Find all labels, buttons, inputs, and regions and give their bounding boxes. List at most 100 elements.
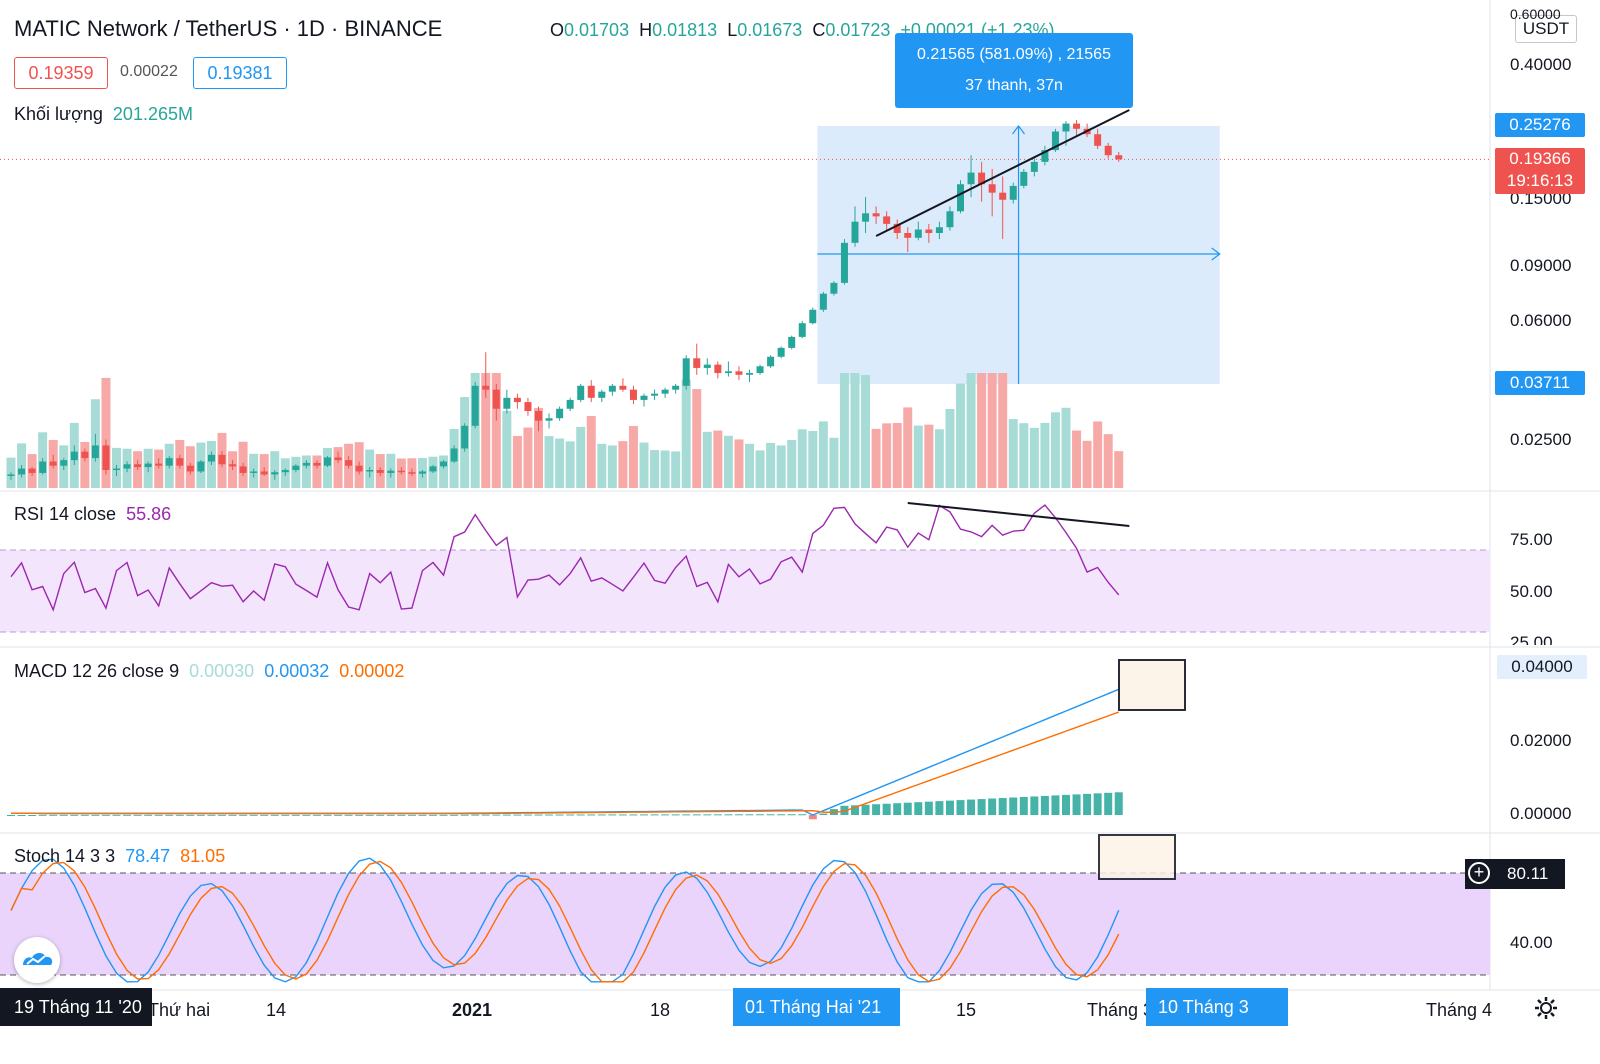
currency-unit-button[interactable]: USDT xyxy=(1515,15,1577,43)
candle-body xyxy=(18,468,26,475)
volume-bar xyxy=(966,373,976,488)
volume-bar xyxy=(80,441,90,488)
macd-histogram-bar xyxy=(988,798,997,815)
volume-bar xyxy=(576,426,586,488)
macd-histogram-bar xyxy=(302,814,311,816)
macd-histogram-bar xyxy=(513,814,522,816)
time-label-april: Tháng 4 xyxy=(1426,1000,1493,1020)
macd-histogram-bar xyxy=(17,815,26,816)
volume-bar xyxy=(987,373,997,488)
candle-body xyxy=(598,391,606,398)
macd-histogram-bar xyxy=(228,814,237,816)
candle-body xyxy=(1020,171,1028,186)
volume-bar xyxy=(861,375,871,488)
macd-histogram-bar xyxy=(576,814,585,816)
chart-canvas[interactable] xyxy=(0,0,1600,1036)
candle-body xyxy=(1062,123,1070,132)
buy-price-button[interactable]: 0.19381 xyxy=(193,57,287,89)
measure-line-1: 0.21565 (581.09%) , 21565 xyxy=(917,46,1111,63)
macd-histogram-bar xyxy=(692,814,701,816)
candle-body xyxy=(450,448,458,462)
volume-bar xyxy=(1082,440,1092,488)
price-axis-label-1: 0.40000 xyxy=(1510,55,1572,74)
macd-histogram-bar xyxy=(471,814,480,816)
macd-histogram-bar xyxy=(618,814,627,816)
candle-body xyxy=(440,461,448,467)
volume-bar xyxy=(692,389,702,488)
volume-bar xyxy=(565,441,575,488)
rsi-divergence-line xyxy=(907,502,1130,527)
measure-tooltip: 0.21565 (581.09%) , 21565 37 thanh, 37n xyxy=(895,33,1133,108)
candle-body xyxy=(60,460,68,466)
macd-signal-line xyxy=(11,711,1119,815)
macd-histogram-bar xyxy=(291,814,300,816)
rsi-axis-50: 50.00 xyxy=(1510,582,1553,601)
macd-histogram-bar xyxy=(323,814,332,816)
macd-histogram-bar xyxy=(798,814,807,816)
sell-price-button[interactable]: 0.19359 xyxy=(14,57,108,89)
macd-label: MACD 12 26 close 9 xyxy=(14,661,180,681)
macd-histogram-bar xyxy=(914,802,923,815)
volume-bar xyxy=(829,437,839,488)
macd-histogram-bar xyxy=(218,814,226,816)
macd-histogram-bar xyxy=(70,814,79,816)
candle-body xyxy=(840,242,848,283)
candle-body xyxy=(999,192,1007,200)
volume-bar xyxy=(681,379,691,488)
ohlc-open-label: O xyxy=(550,20,565,40)
macd-histogram-bar xyxy=(492,814,501,816)
macd-histogram-bar xyxy=(502,814,511,816)
macd-histogram-bar xyxy=(144,814,153,816)
macd-axis-top: 0.04000 xyxy=(1497,655,1587,679)
volume-legend[interactable]: Khối lượng 201.265M xyxy=(14,104,193,125)
macd-histogram-bar xyxy=(555,814,564,816)
macd-axis-mid: 0.02000 xyxy=(1510,731,1572,750)
macd-histogram-bar xyxy=(766,814,775,816)
candle-body xyxy=(566,399,574,409)
add-alert-plus-icon[interactable]: + xyxy=(1468,862,1490,884)
candle-body xyxy=(967,172,975,185)
candle-body xyxy=(1041,150,1049,162)
candle-body xyxy=(281,469,289,473)
macd-histogram-bar xyxy=(80,814,89,816)
candle-body xyxy=(1051,131,1059,151)
volume-bar xyxy=(544,436,554,488)
volume-bar xyxy=(502,410,512,488)
ohlc-close: 0.01723 xyxy=(825,20,891,40)
volume-bar xyxy=(270,451,280,488)
candle-body xyxy=(91,445,99,459)
macd-legend[interactable]: MACD 12 26 close 9 0.00030 0.00032 0.000… xyxy=(14,661,404,682)
volume-bar xyxy=(903,407,913,488)
macd-histogram-bar xyxy=(407,814,416,816)
stoch-highlight-box xyxy=(1098,834,1176,880)
candle-body xyxy=(798,323,806,337)
macd-histogram-bar xyxy=(629,814,638,816)
candle-body xyxy=(904,233,912,238)
rsi-legend[interactable]: RSI 14 close 55.86 xyxy=(14,504,171,525)
symbol-title[interactable]: MATIC Network / TetherUS · 1D · BINANCE xyxy=(14,16,443,41)
candle-body xyxy=(535,411,542,421)
volume-bar xyxy=(913,425,923,488)
price-axis-label-4: 0.06000 xyxy=(1510,311,1572,330)
candle-body xyxy=(302,462,310,466)
bar-countdown: 19:16:13 xyxy=(1506,171,1574,190)
candle-body xyxy=(756,366,764,374)
candle-body xyxy=(134,464,142,468)
macd-histogram-bar xyxy=(312,814,321,816)
volume-bar xyxy=(797,429,807,488)
volume-bar xyxy=(776,445,786,488)
tradingview-logo-icon[interactable] xyxy=(14,937,60,983)
settings-gear-icon[interactable] xyxy=(1533,995,1559,1021)
price-axis-label-5: 0.02500 xyxy=(1510,430,1572,449)
candle-body xyxy=(978,172,986,185)
macd-signal-value: 0.00002 xyxy=(339,661,405,681)
candle-body xyxy=(165,458,173,466)
macd-histogram-bar xyxy=(123,814,132,816)
stoch-legend[interactable]: Stoch 14 3 3 78.47 81.05 xyxy=(14,846,225,867)
volume-bar xyxy=(628,426,638,488)
macd-histogram-bar xyxy=(154,814,163,816)
candle-body xyxy=(1104,145,1112,156)
measure-arrowhead xyxy=(1012,125,1026,135)
candle-body xyxy=(155,463,163,466)
candle-body xyxy=(397,470,405,473)
